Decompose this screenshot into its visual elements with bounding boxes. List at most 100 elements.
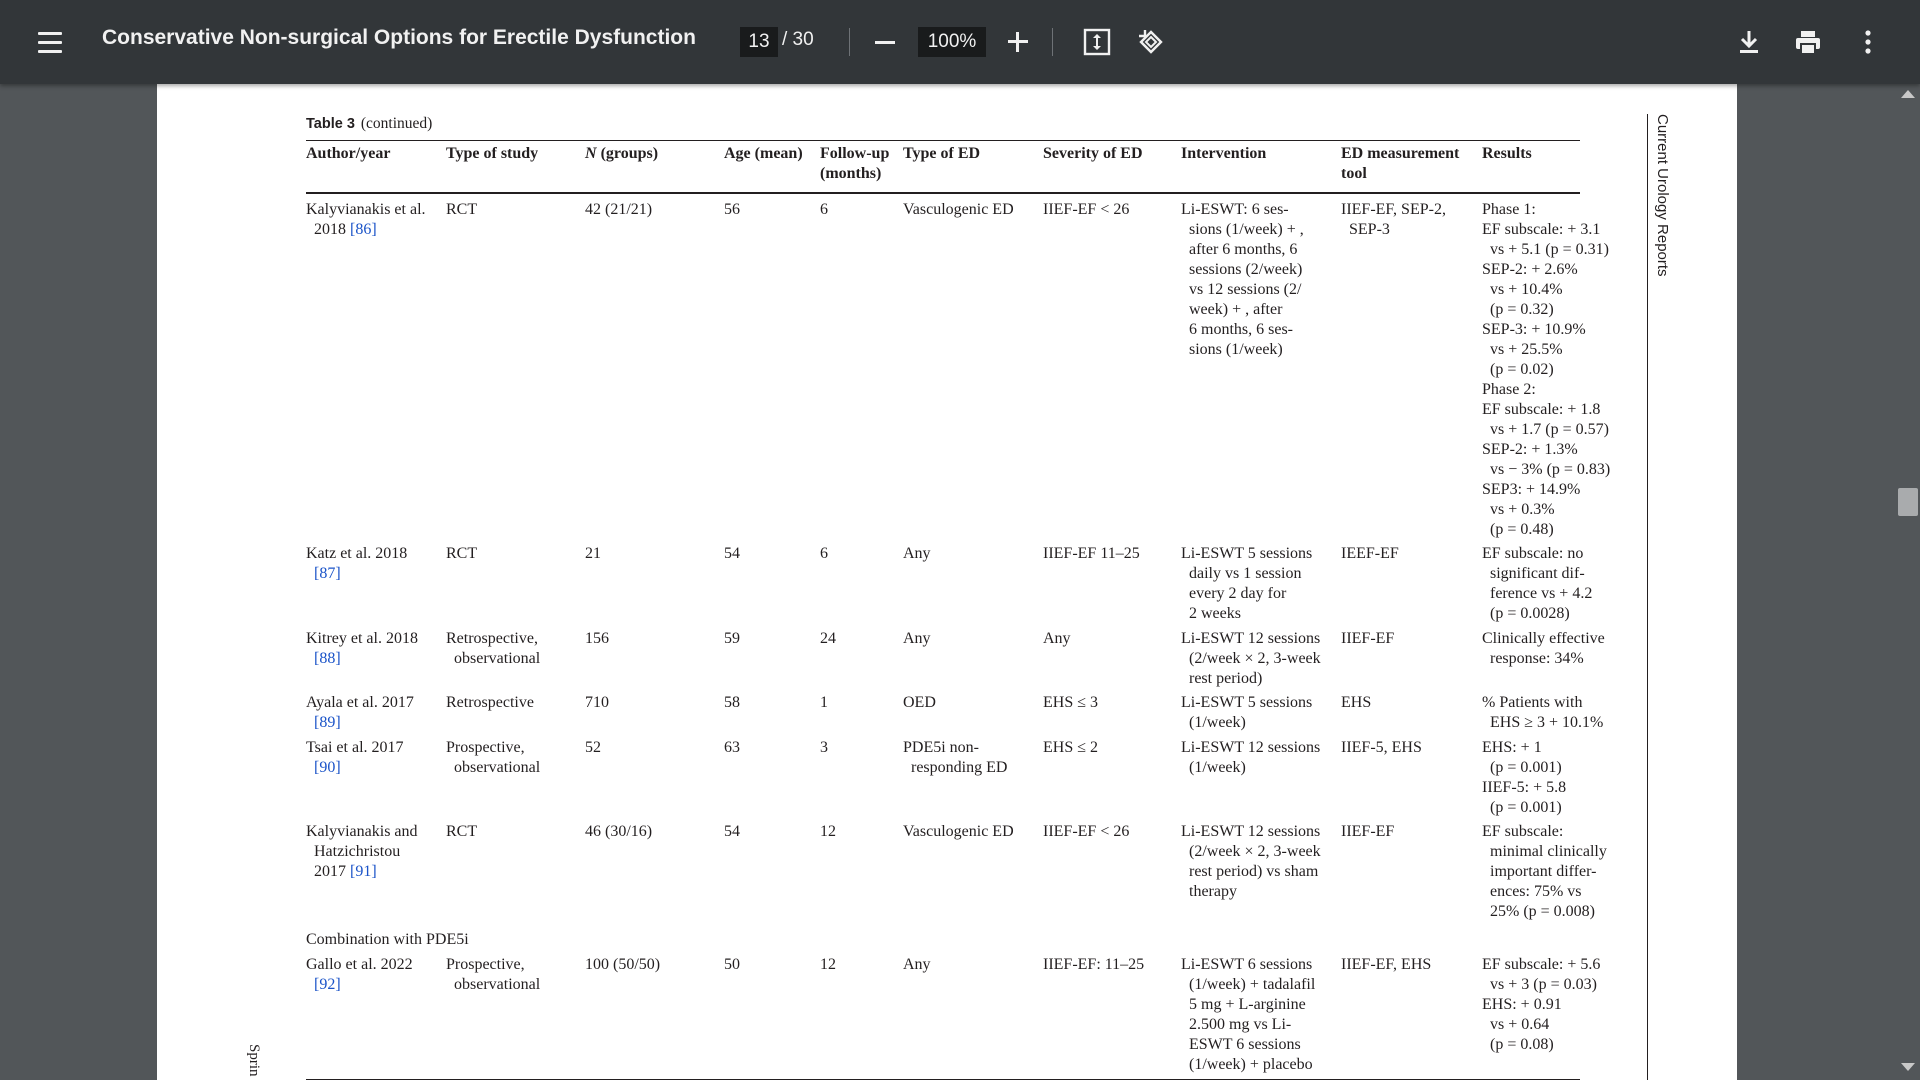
cell-intervention: Li-ESWT 12 sessions (1/week) <box>1181 739 1321 776</box>
header-n-groups: N (groups) <box>585 144 658 164</box>
download-icon[interactable] <box>1735 28 1763 56</box>
header-author: Author/year <box>306 145 391 162</box>
header-followup: Follow-up (months) <box>820 144 889 184</box>
header-results: Results <box>1482 145 1532 162</box>
cell-age: 59 <box>724 630 740 647</box>
author-text: Kitrey et al. 2018 <box>306 630 418 647</box>
cell-measurement-tool: IIEF-EF <box>1341 823 1395 840</box>
cell-age: 54 <box>724 545 740 562</box>
table-top-rule <box>306 140 1580 141</box>
cell-measurement-tool: IIEF-EF <box>1341 630 1395 647</box>
cell-followup: 12 <box>820 956 836 973</box>
zoom-level-input[interactable]: 100% <box>918 27 986 57</box>
toolbar-divider <box>849 28 850 56</box>
cell-study-type: Retrospective <box>446 694 534 711</box>
scrollbar-thumb[interactable] <box>1898 488 1918 516</box>
scrollbar-track[interactable] <box>1896 84 1920 1080</box>
cell-study-type: Prospective, observational <box>446 956 541 993</box>
header-followup-line2: (months) <box>820 165 882 182</box>
cell-age: 50 <box>724 956 740 973</box>
table-header-rule <box>306 192 1580 194</box>
author-text: Gallo et al. 2022 <box>306 956 413 973</box>
cell-intervention: Li-ESWT: 6 ses- sions (1/week) + , after… <box>1181 201 1304 358</box>
cell-severity: IIEF-EF < 26 <box>1043 823 1130 840</box>
cell-results: % Patients with EHS ≥ 3 + 10.1% <box>1482 694 1604 731</box>
cell-measurement-tool: IIEF-EF, SEP-2, SEP-3 <box>1341 201 1446 238</box>
scroll-up-arrow-icon[interactable] <box>1901 90 1915 98</box>
cell-author-year: Kalyvianakis et al. 2018 [86] <box>306 200 426 240</box>
journal-side-rule <box>1647 114 1648 1080</box>
publisher-name: Sprin <box>246 1044 262 1077</box>
fit-to-page-icon[interactable] <box>1083 28 1111 56</box>
table-caption-label: Table 3 <box>306 116 355 132</box>
document-title: Conservative Non-surgical Options for Er… <box>102 26 696 49</box>
reference-link[interactable]: [86] <box>350 221 377 238</box>
author-text: Ayala et al. 2017 <box>306 694 414 711</box>
header-intervention: Intervention <box>1181 145 1267 162</box>
zoom-in-button[interactable] <box>1004 27 1032 57</box>
cell-author-year: Katz et al. 2018 [87] <box>306 544 407 584</box>
cell-age: 56 <box>724 201 740 218</box>
header-followup-line1: Follow-up <box>820 145 890 162</box>
cell-results: EF subscale: minimal clinically importan… <box>1482 823 1607 920</box>
cell-n-groups: 42 (21/21) <box>585 201 653 218</box>
cell-age: 58 <box>724 694 740 711</box>
header-measurement-tool: ED measurement tool <box>1341 144 1459 184</box>
cell-ed-type: Any <box>903 956 931 973</box>
cell-severity: IIEF-EF: 11–25 <box>1043 956 1145 973</box>
cell-age: 63 <box>724 739 740 756</box>
reference-link[interactable]: [87] <box>314 565 341 582</box>
cell-n-groups: 52 <box>585 739 601 756</box>
cell-n-groups: 100 (50/50) <box>585 956 661 973</box>
cell-intervention: Li-ESWT 12 sessions (2/week × 2, 3-week … <box>1181 630 1321 687</box>
cell-severity: Any <box>1043 630 1071 647</box>
cell-results: EHS: + 1 (p = 0.001) IIEF-5: + 5.8 (p = … <box>1482 739 1567 816</box>
header-n-italic: N <box>585 145 597 162</box>
reference-link[interactable]: [90] <box>314 759 341 776</box>
cell-followup: 1 <box>820 694 828 711</box>
cell-intervention: Li-ESWT 5 sessions daily vs 1 session ev… <box>1181 545 1313 622</box>
cell-intervention: Li-ESWT 12 sessions (2/week × 2, 3-week … <box>1181 823 1321 900</box>
cell-intervention: Li-ESWT 6 sessions (1/week) + tadalafil … <box>1181 956 1316 1073</box>
cell-n-groups: 710 <box>585 694 609 711</box>
pdf-toolbar: Conservative Non-surgical Options for Er… <box>0 0 1920 84</box>
cell-measurement-tool: IEEF-EF <box>1341 545 1399 562</box>
reference-link[interactable]: [92] <box>314 976 341 993</box>
cell-severity: IIEF-EF 11–25 <box>1043 545 1140 562</box>
header-tool-line1: ED measurement <box>1341 145 1460 162</box>
cell-n-groups: 156 <box>585 630 609 647</box>
cell-ed-type: Any <box>903 630 931 647</box>
cell-results: EF subscale: + 5.6 vs + 3 (p = 0.03) EHS… <box>1482 956 1601 1053</box>
header-severity: Severity of ED <box>1043 145 1143 162</box>
zoom-out-button[interactable] <box>870 22 900 62</box>
rotate-icon[interactable] <box>1136 27 1166 57</box>
cell-study-type: Prospective, observational <box>446 739 541 776</box>
author-text: Kalyvianakis and Hatzichristou 2017 <box>306 823 418 880</box>
pdf-page: Table 3 (continued) Author/year Type of s… <box>157 84 1737 1080</box>
cell-followup: 6 <box>820 545 828 562</box>
cell-severity: EHS ≤ 3 <box>1043 694 1099 711</box>
cell-intervention: Li-ESWT 5 sessions (1/week) <box>1181 694 1313 731</box>
author-text: Kalyvianakis et al. 2018 <box>306 201 426 238</box>
page-number-input[interactable]: 13 <box>740 27 778 57</box>
table-section-label: Combination with PDE5i <box>306 931 469 948</box>
print-icon[interactable] <box>1793 28 1823 56</box>
cell-n-groups: 46 (30/16) <box>585 823 653 840</box>
cell-ed-type: Vasculogenic ED <box>903 823 1014 840</box>
cell-study-type: RCT <box>446 823 478 840</box>
document-content: Table 3 (continued) Author/year Type of s… <box>157 84 1737 1080</box>
more-options-icon[interactable] <box>1858 28 1878 56</box>
menu-icon[interactable] <box>32 24 70 60</box>
scroll-down-arrow-icon[interactable] <box>1901 1063 1915 1071</box>
header-n-rest: (groups) <box>596 145 659 162</box>
header-tool-line2: tool <box>1341 165 1367 182</box>
cell-ed-type: Vasculogenic ED <box>903 201 1014 218</box>
reference-link[interactable]: [88] <box>314 650 341 667</box>
cell-ed-type: Any <box>903 545 931 562</box>
reference-link[interactable]: [91] <box>350 863 377 880</box>
reference-link[interactable]: [89] <box>314 714 341 731</box>
author-text: Tsai et al. 2017 <box>306 739 404 756</box>
cell-followup: 12 <box>820 823 836 840</box>
header-ed-type: Type of ED <box>903 145 981 162</box>
cell-ed-type: OED <box>903 694 936 711</box>
